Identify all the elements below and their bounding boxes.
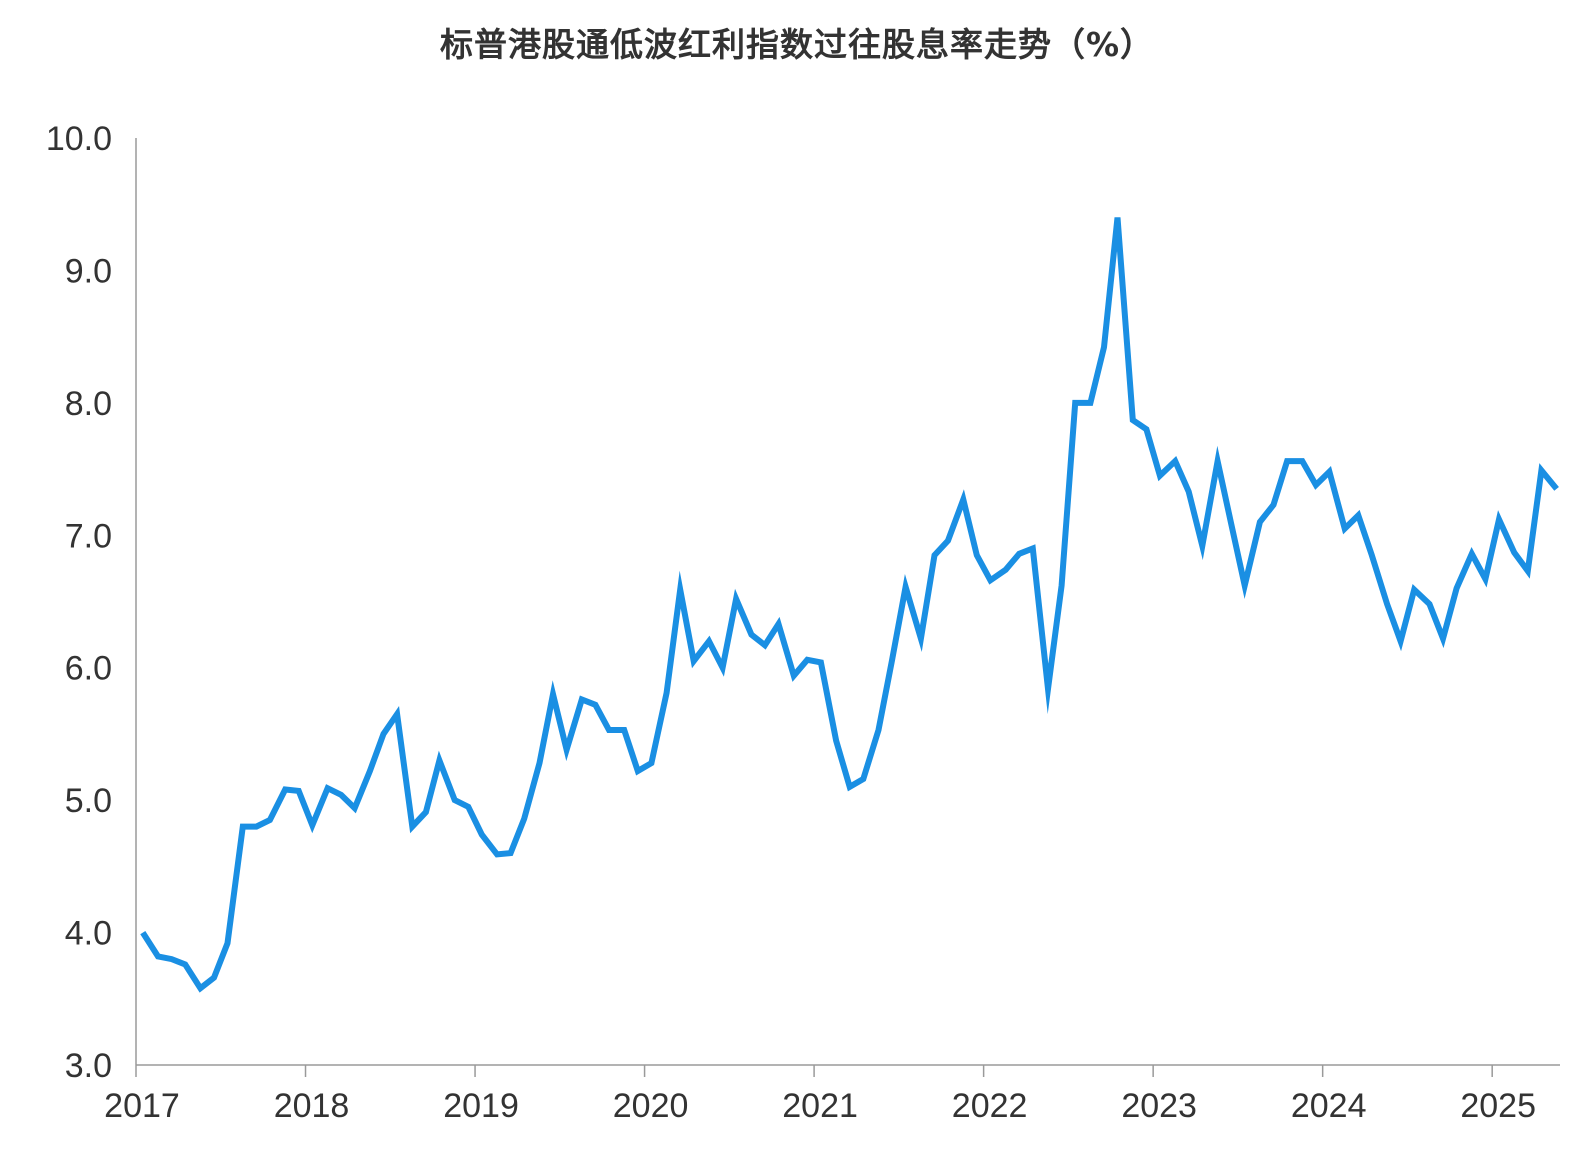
x-tick-label: 2022 [952, 1087, 1028, 1125]
x-tick-label: 2017 [104, 1087, 180, 1125]
y-axis-tick-labels: 3.0 4.0 5.0 6.0 7.0 8.0 9.0 10.0 [46, 120, 112, 1085]
y-tick-label: 6.0 [65, 650, 112, 688]
x-axis-tick-labels: 2017 2018 2019 2020 2021 2022 2023 2024 2025 [104, 1087, 1536, 1125]
x-tick-label: 2025 [1460, 1087, 1536, 1125]
x-tick-label: 2021 [782, 1087, 858, 1125]
y-tick-label: 10.0 [46, 120, 112, 158]
y-tick-label: 3.0 [65, 1047, 112, 1085]
x-tick-label: 2019 [443, 1087, 519, 1125]
y-tick-label: 7.0 [65, 517, 112, 555]
x-tick-label: 2023 [1121, 1087, 1197, 1125]
axes [135, 138, 1560, 1077]
y-tick-label: 9.0 [65, 252, 112, 290]
series-line [140, 217, 1559, 993]
x-tick-label: 2018 [274, 1087, 350, 1125]
chart-title: 标普港股通低波红利指数过往股息率走势（%） [439, 25, 1155, 64]
series-layer [140, 217, 1559, 993]
x-tick-label: 2020 [613, 1087, 689, 1125]
y-tick-label: 8.0 [65, 385, 112, 423]
y-tick-label: 4.0 [65, 915, 112, 953]
y-tick-label: 5.0 [65, 782, 112, 820]
x-tick-label: 2024 [1291, 1087, 1367, 1125]
